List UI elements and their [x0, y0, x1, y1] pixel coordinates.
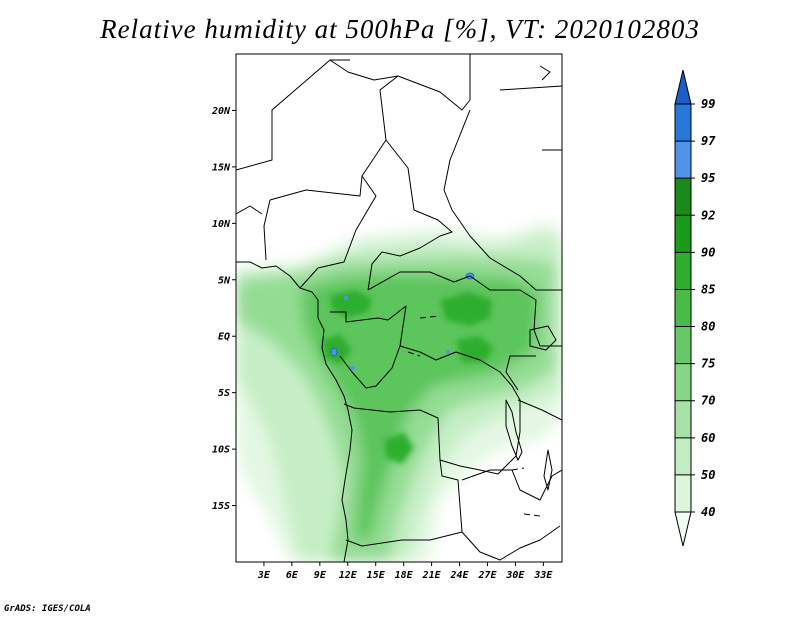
border-chad — [367, 139, 453, 291]
colorbar-segment — [675, 326, 691, 364]
colorbar-label: 80 — [701, 320, 715, 334]
lat-tick-label: 15S — [212, 501, 230, 512]
colorbar-label: 97 — [701, 134, 716, 148]
lon-tick-label: 9E — [314, 570, 327, 581]
map-title: Relative humidity at 500hPa [%], VT: 202… — [100, 14, 700, 44]
colorbar: 40 50 60 70 75 80 85 90 92 95 97 99 — [674, 69, 716, 547]
colorbar-label: 40 — [701, 505, 715, 519]
border-zambia — [461, 469, 562, 561]
colorbar-max-arrow — [674, 69, 692, 105]
longitude-axis: 3E 6E 9E 12E 15E 18E 21E 24E 27E 30E 33E — [257, 562, 553, 581]
latitude-axis: 20N 15N 10N 5N EQ 5S 10S 15S — [211, 106, 236, 512]
colorbar-label: 60 — [701, 431, 715, 445]
border-north-b — [269, 59, 399, 201]
lat-tick-label: 15N — [212, 162, 231, 173]
lon-tick-label: 12E — [339, 570, 358, 581]
colorbar-segment — [675, 141, 691, 179]
colorbar-segment — [675, 252, 691, 290]
lon-tick-label: 6E — [286, 570, 299, 581]
colorbar-label: 75 — [701, 357, 715, 371]
lon-tick-label: 24E — [450, 570, 470, 581]
border-angola — [345, 459, 463, 547]
colorbar-label: 92 — [701, 208, 715, 222]
footer-credit: GrADS: IGES/COLA — [4, 604, 91, 614]
lon-tick-label: 27E — [477, 570, 497, 581]
border-east — [505, 299, 562, 421]
colorbar-label: 85 — [701, 282, 715, 296]
lat-tick-label: 5N — [218, 275, 231, 286]
border-north-d — [443, 109, 562, 291]
border-congo — [330, 305, 407, 389]
border-north-a — [236, 59, 350, 171]
lat-tick-label: 10S — [212, 445, 230, 456]
rh-90-region — [322, 290, 494, 464]
colorbar-segment — [675, 363, 691, 401]
colorbar-segment — [675, 474, 691, 512]
colorbar-segment — [675, 400, 691, 438]
colorbar-label: 99 — [701, 97, 715, 111]
lat-tick-label: 5S — [218, 388, 230, 399]
colorbar-segment — [675, 104, 691, 142]
colorbar-label: 50 — [701, 468, 715, 482]
colorbar-label: 95 — [701, 171, 715, 185]
border-north-c — [397, 54, 471, 111]
lat-tick-label: 10N — [212, 219, 231, 230]
border-car — [367, 271, 537, 301]
colorbar-segment — [675, 215, 691, 253]
lat-tick-label: EQ — [218, 332, 230, 343]
colorbar-segment — [675, 437, 691, 475]
lake-tanganyika — [505, 399, 523, 461]
rh-95-spots — [330, 272, 475, 370]
map-frame — [235, 53, 563, 563]
lon-tick-label: 18E — [395, 570, 414, 581]
river-congo — [407, 315, 541, 517]
lake-malawi — [543, 449, 553, 491]
lon-tick-label: 30E — [505, 570, 525, 581]
lake-victoria — [529, 325, 557, 351]
coastline — [236, 261, 353, 562]
country-borders — [236, 54, 562, 562]
lat-tick-label: 20N — [211, 106, 231, 117]
colorbar-label: 70 — [701, 394, 715, 408]
colorbar-min-arrow — [674, 511, 692, 547]
border-misc — [236, 65, 562, 215]
lon-tick-label: 33E — [533, 570, 553, 581]
colorbar-label: 90 — [701, 245, 715, 259]
colorbar-segment — [675, 178, 691, 216]
border-nigeria — [263, 175, 377, 289]
lon-tick-label: 15E — [367, 570, 386, 581]
lon-tick-label: 21E — [422, 570, 442, 581]
humidity-shading — [236, 222, 562, 562]
lon-tick-label: 3E — [257, 570, 271, 581]
colorbar-segment — [675, 289, 691, 327]
